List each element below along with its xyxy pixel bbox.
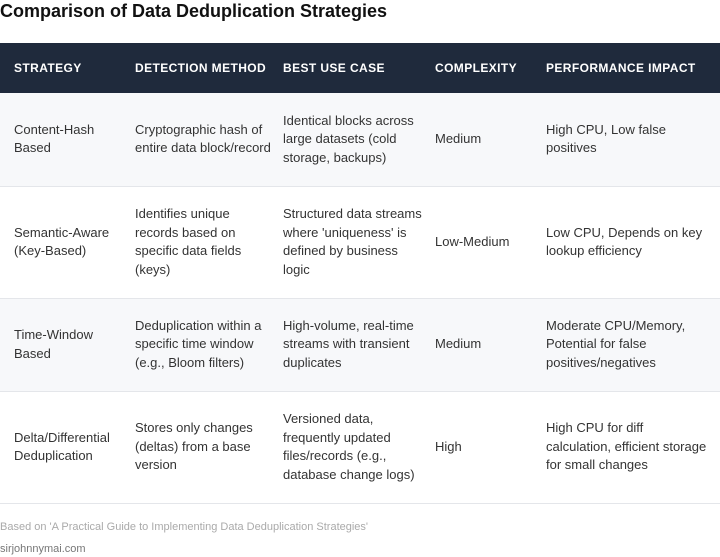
- source-note: Based on 'A Practical Guide to Implement…: [0, 521, 369, 533]
- cell-performance-impact: High CPU for diff calculation, efficient…: [546, 391, 720, 504]
- cell-best-use-case: Structured data streams where 'uniquenes…: [283, 186, 435, 299]
- comparison-table: STRATEGY DETECTION METHOD BEST USE CASE …: [0, 43, 720, 504]
- table-row: Time-Window Based Deduplication within a…: [0, 298, 720, 392]
- cell-strategy: Content-Hash Based: [0, 93, 135, 187]
- site-credit: sirjohnnymai.com: [0, 543, 86, 555]
- cell-complexity: Medium: [435, 298, 546, 392]
- header-detection-method: DETECTION METHOD: [135, 61, 267, 75]
- cell-best-use-case: Identical blocks across large datasets (…: [283, 93, 435, 187]
- header-complexity: COMPLEXITY: [435, 61, 518, 75]
- cell-complexity: High: [435, 391, 546, 504]
- header-performance-impact: PERFORMANCE IMPACT: [546, 61, 696, 75]
- cell-performance-impact: Low CPU, Depends on key lookup efficienc…: [546, 186, 720, 299]
- cell-detection-method: Deduplication within a specific time win…: [135, 298, 283, 392]
- cell-best-use-case: Versioned data, frequently updated files…: [283, 391, 435, 504]
- cell-strategy: Time-Window Based: [0, 298, 135, 392]
- cell-best-use-case: High-volume, real-time streams with tran…: [283, 298, 435, 392]
- header-strategy: STRATEGY: [14, 61, 82, 75]
- table-header: STRATEGY DETECTION METHOD BEST USE CASE …: [0, 43, 720, 93]
- header-row: STRATEGY DETECTION METHOD BEST USE CASE …: [0, 43, 720, 93]
- header-best-use-case: BEST USE CASE: [283, 61, 385, 75]
- table-row: Delta/Differential Deduplication Stores …: [0, 391, 720, 504]
- table-row: Content-Hash Based Cryptographic hash of…: [0, 93, 720, 187]
- page-title: Comparison of Data Deduplication Strateg…: [0, 1, 388, 21]
- cell-strategy: Semantic-Aware (Key-Based): [0, 186, 135, 299]
- cell-complexity: Low-Medium: [435, 186, 546, 299]
- cell-detection-method: Cryptographic hash of entire data block/…: [135, 93, 283, 187]
- table-row: Semantic-Aware (Key-Based) Identifies un…: [0, 186, 720, 299]
- cell-detection-method: Stores only changes (deltas) from a base…: [135, 391, 283, 504]
- cell-detection-method: Identifies unique records based on speci…: [135, 186, 283, 299]
- table-body: Content-Hash Based Cryptographic hash of…: [0, 93, 720, 504]
- cell-strategy: Delta/Differential Deduplication: [0, 391, 135, 504]
- cell-performance-impact: Moderate CPU/Memory, Potential for false…: [546, 298, 720, 392]
- cell-complexity: Medium: [435, 93, 546, 187]
- cell-performance-impact: High CPU, Low false positives: [546, 93, 720, 187]
